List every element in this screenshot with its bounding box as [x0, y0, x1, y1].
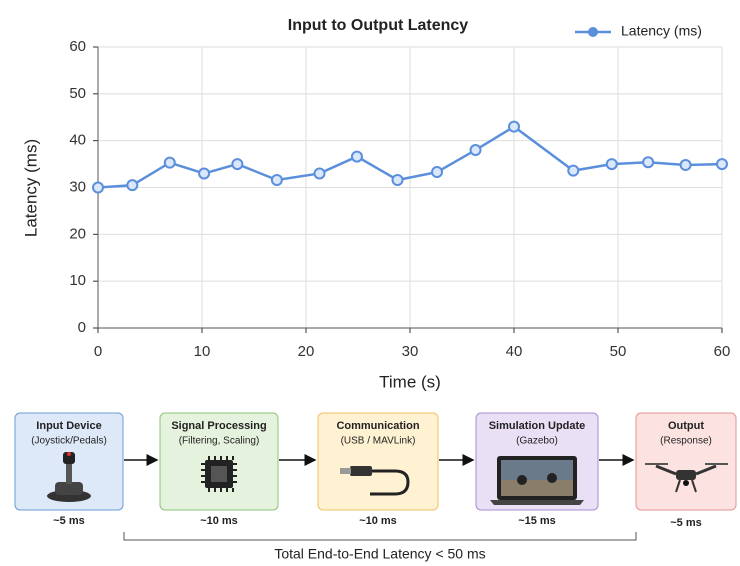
page: Input to Output Latency Time (s) Latency… [0, 0, 740, 566]
data-point [393, 175, 403, 185]
laptop-icon [490, 456, 584, 505]
y-tick-label: 40 [69, 132, 86, 149]
node-latency: ~10 ms [359, 515, 397, 527]
x-axis-label: Time (s) [379, 372, 441, 391]
y-axis-label: Latency (ms) [21, 139, 40, 237]
node-latency: ~5 ms [670, 517, 702, 529]
y-tick-label: 60 [69, 38, 86, 55]
node-subtitle: (Gazebo) [516, 436, 558, 447]
chart-title: Input to Output Latency [288, 17, 469, 34]
node-title: Signal Processing [171, 420, 266, 432]
data-point [272, 175, 282, 185]
data-point [352, 152, 362, 162]
node-subtitle: (Filtering, Scaling) [179, 436, 260, 447]
x-tick-label: 40 [506, 343, 523, 360]
y-tick-label: 0 [78, 319, 86, 336]
node-title: Simulation Update [489, 420, 586, 432]
x-tick-label: 10 [194, 343, 211, 360]
node-title: Input Device [36, 420, 101, 432]
data-point [607, 159, 617, 169]
bracket [124, 532, 636, 540]
x-tick-label: 50 [610, 343, 627, 360]
x-tick-label: 20 [298, 343, 315, 360]
legend-marker [588, 27, 598, 37]
data-point [643, 157, 653, 167]
data-point [681, 160, 691, 170]
node-title: Output [668, 420, 704, 432]
node-subtitle: (Joystick/Pedals) [31, 436, 107, 447]
x-tick-label: 60 [714, 343, 731, 360]
x-tick-label: 0 [94, 343, 102, 360]
data-point [471, 145, 481, 155]
data-point [509, 122, 519, 132]
node-subtitle: (USB / MAVLink) [341, 436, 416, 447]
y-tick-label: 10 [69, 272, 86, 289]
x-tick-label: 30 [402, 343, 419, 360]
data-point [127, 180, 137, 190]
diagram: Input Device (Joystick/Pedals) Signal Pr… [15, 413, 736, 562]
node-latency: ~10 ms [200, 515, 238, 527]
y-tick-label: 20 [69, 225, 86, 242]
node-latency: ~5 ms [53, 515, 85, 527]
data-point [432, 167, 442, 177]
data-point [717, 159, 727, 169]
data-point [199, 168, 209, 178]
chip-icon [201, 456, 237, 492]
data-point [232, 159, 242, 169]
node-title: Communication [336, 420, 419, 432]
legend-label: Latency (ms) [621, 23, 702, 39]
data-point [568, 166, 578, 176]
data-point [315, 168, 325, 178]
plot: 0 10 20 30 40 50 60 0 10 20 30 40 50 60 [69, 38, 730, 360]
node-latency: ~15 ms [518, 515, 556, 527]
data-point [93, 183, 103, 193]
y-tick-label: 30 [69, 178, 86, 195]
total-latency: Total End-to-End Latency < 50 ms [274, 546, 485, 562]
node-subtitle: (Response) [660, 436, 712, 447]
data-point [165, 158, 175, 168]
y-tick-label: 50 [69, 85, 86, 102]
